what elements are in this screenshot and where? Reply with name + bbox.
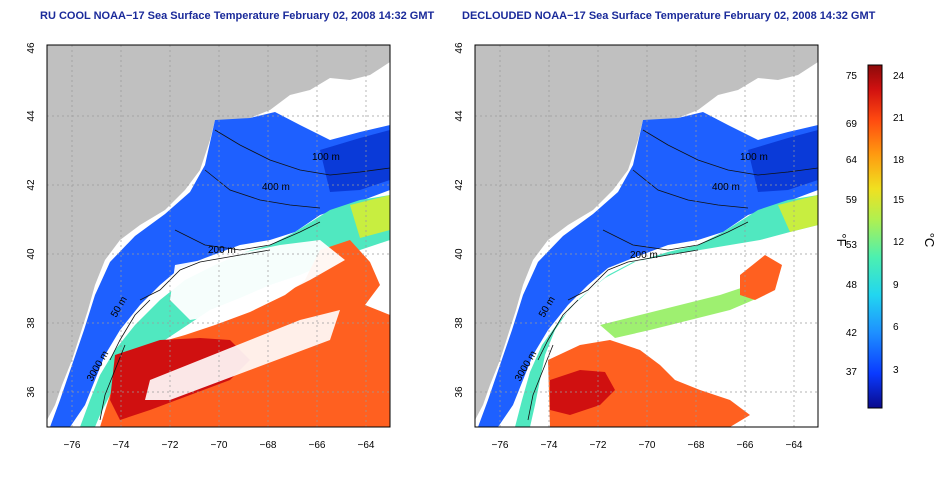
cold-shelf-water <box>478 112 818 427</box>
lat-tick-label: 44 <box>454 110 465 122</box>
right-map-area <box>475 45 818 427</box>
depth-contours <box>99 129 390 421</box>
c-tick-label: 3 <box>893 365 899 376</box>
contour-label: 400 m <box>262 182 290 193</box>
lon-axis: −76 −74 −72 −70 −68 −66 −64 <box>492 440 803 451</box>
f-tick-label: 64 <box>846 155 858 166</box>
depth-contours <box>527 129 818 421</box>
lon-tick-label: −76 <box>492 440 509 451</box>
lon-tick-label: −66 <box>309 440 326 451</box>
left-map-panel: 100 m 400 m 200 m 50 m 3000 m −76 −74 −7… <box>0 0 420 480</box>
c-tick-label: 9 <box>893 280 899 291</box>
lon-tick-label: −70 <box>639 440 656 451</box>
lat-tick-label: 46 <box>26 42 37 54</box>
celsius-label: °C <box>922 233 937 248</box>
f-tick-label: 69 <box>846 119 858 130</box>
yellow-water <box>778 195 818 232</box>
gridlines <box>475 45 818 427</box>
right-map-panel: 100 m 400 m 200 m 50 m 3000 m −76 −74 −7… <box>430 0 840 480</box>
contour-label: 200 m <box>208 245 236 256</box>
deep-cold-water <box>320 130 390 192</box>
c-tick-label: 21 <box>893 113 905 124</box>
contour-label: 400 m <box>712 182 740 193</box>
lat-tick-label: 42 <box>26 179 37 191</box>
f-tick-label: 42 <box>846 328 858 339</box>
lat-tick-label: 38 <box>26 317 37 329</box>
lat-tick-label: 36 <box>454 386 465 398</box>
right-map-svg: 100 m 400 m 200 m 50 m 3000 m −76 −74 −7… <box>454 42 819 451</box>
f-tick-label: 48 <box>846 280 858 291</box>
f-tick-label: 37 <box>846 367 858 378</box>
lon-tick-label: −74 <box>541 440 558 451</box>
lat-tick-label: 46 <box>454 42 465 54</box>
map-frame <box>474 44 819 428</box>
warm-eddy <box>740 255 782 300</box>
lat-axis: 36 38 40 42 44 46 <box>454 42 465 398</box>
gulf-stream-core <box>550 370 615 415</box>
lat-axis: 36 38 40 42 44 46 <box>26 42 37 398</box>
f-tick-label: 59 <box>846 195 858 206</box>
lat-tick-label: 42 <box>454 179 465 191</box>
gridlines <box>47 45 390 427</box>
fahrenheit-label: °F <box>834 233 849 246</box>
cold-shelf-water <box>50 112 390 427</box>
contour-label: 200 m <box>630 250 658 261</box>
deep-cold-water <box>748 130 818 192</box>
colorbar-c-ticks: 24 21 18 15 12 9 6 3 <box>893 71 905 376</box>
contour-label: 100 m <box>312 152 340 163</box>
cloud-cover <box>145 310 340 400</box>
land-mass <box>47 45 390 420</box>
land-mass <box>475 45 818 420</box>
cloud-cover <box>170 240 345 320</box>
lon-tick-label: −70 <box>211 440 228 451</box>
left-map-area <box>47 45 390 427</box>
lon-axis: −76 −74 −72 −70 −68 −66 −64 <box>64 440 375 451</box>
lat-tick-label: 38 <box>454 317 465 329</box>
lat-tick-label: 40 <box>454 248 465 260</box>
left-map-title: RU COOL NOAA−17 Sea Surface Temperature … <box>40 10 435 22</box>
lat-tick-label: 36 <box>26 386 37 398</box>
lat-tick-label: 44 <box>26 110 37 122</box>
c-tick-label: 12 <box>893 237 905 248</box>
colorbar-gradient <box>867 64 883 409</box>
lat-tick-label: 40 <box>26 248 37 260</box>
lon-tick-label: −64 <box>786 440 803 451</box>
colorbar-svg: 75 69 64 59 53 48 42 37 24 21 18 15 12 9… <box>834 64 937 409</box>
map-frame <box>46 44 391 428</box>
contour-label: 100 m <box>740 152 768 163</box>
c-tick-label: 18 <box>893 155 905 166</box>
colorbar-panel: 75 69 64 59 53 48 42 37 24 21 18 15 12 9… <box>825 55 950 420</box>
c-tick-label: 24 <box>893 71 905 82</box>
slope-water-band <box>600 285 765 338</box>
c-tick-label: 6 <box>893 322 899 333</box>
lon-tick-label: −72 <box>162 440 179 451</box>
f-tick-label: 53 <box>846 240 858 251</box>
left-map-svg: 100 m 400 m 200 m 50 m 3000 m −76 −74 −7… <box>26 42 391 451</box>
colorbar-f-ticks: 75 69 64 59 53 48 42 37 <box>846 71 858 378</box>
yellow-water <box>350 195 390 238</box>
lon-tick-label: −66 <box>737 440 754 451</box>
lon-tick-label: −74 <box>113 440 130 451</box>
lon-tick-label: −68 <box>260 440 277 451</box>
lon-tick-label: −76 <box>64 440 81 451</box>
c-tick-label: 15 <box>893 195 905 206</box>
f-tick-label: 75 <box>846 71 858 82</box>
lon-tick-label: −64 <box>358 440 375 451</box>
lon-tick-label: −68 <box>688 440 705 451</box>
lon-tick-label: −72 <box>590 440 607 451</box>
right-map-title: DECLOUDED NOAA−17 Sea Surface Temperatur… <box>462 10 876 22</box>
